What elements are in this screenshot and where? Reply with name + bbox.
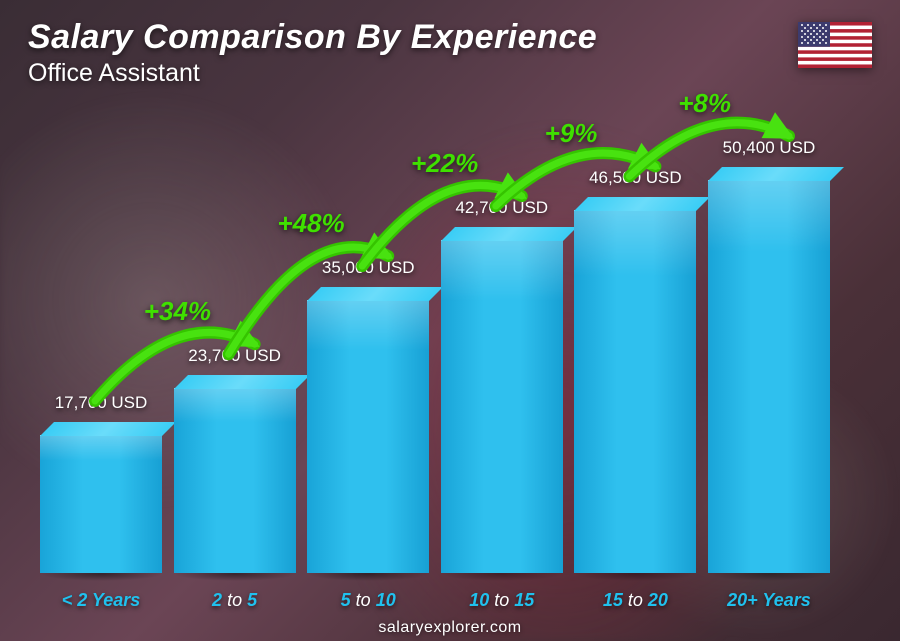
chart-title: Salary Comparison By Experience (28, 18, 597, 57)
bar-chart: 17,700 USD23,700 USD35,000 USD42,700 USD… (40, 120, 830, 573)
x-axis: < 2 Years 2 to 5 5 to 10 10 to 15 15 to 20 20… (40, 590, 830, 611)
pct-change-label: +48% (277, 208, 344, 239)
arrows-layer (40, 120, 830, 573)
x-axis-label: 2 to 5 (174, 590, 296, 611)
x-axis-label: < 2 Years (40, 590, 162, 611)
pct-change-label: +34% (144, 296, 211, 327)
x-axis-label: 20+ Years (708, 590, 830, 611)
x-axis-label: 10 to 15 (441, 590, 563, 611)
footer-credit: salaryexplorer.com (0, 619, 900, 637)
header: Salary Comparison By Experience Office A… (28, 18, 597, 88)
pct-change-label: +22% (411, 148, 478, 179)
x-axis-label: 15 to 20 (574, 590, 696, 611)
pct-change-label: +9% (545, 118, 598, 149)
us-flag-icon (798, 22, 872, 68)
chart-subtitle: Office Assistant (28, 59, 597, 88)
x-axis-label: 5 to 10 (307, 590, 429, 611)
pct-change-label: +8% (678, 88, 731, 119)
